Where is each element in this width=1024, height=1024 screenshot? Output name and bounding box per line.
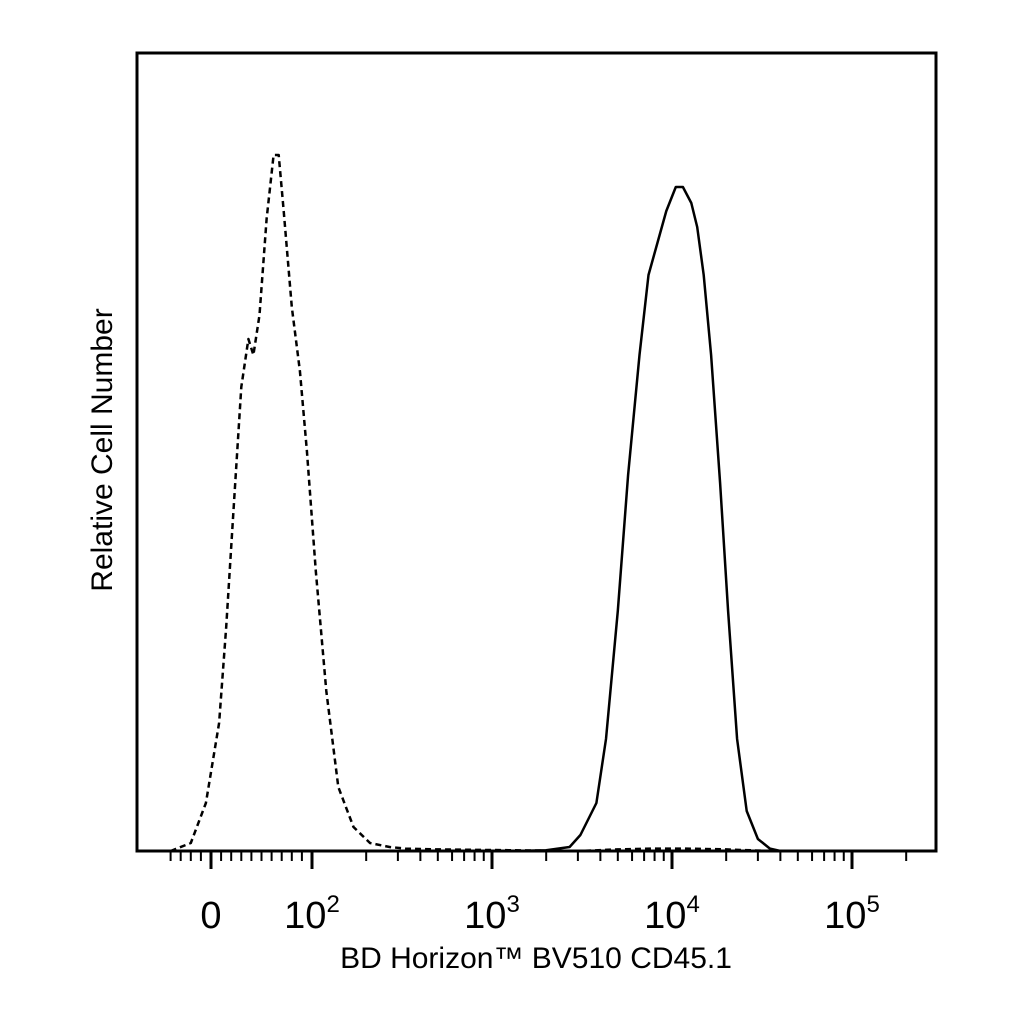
x-tick-label: 104 [644,891,700,937]
x-tick-label: 103 [464,891,520,937]
plot-frame [135,51,938,853]
y-axis-title: Relative Cell Number [86,308,119,591]
x-tick-label: 0 [200,895,221,937]
x-axis-ticks [169,851,908,869]
solid-histogram-line [512,185,781,853]
dashed-histogram-line [170,153,770,853]
x-tick-label: 105 [824,891,880,937]
x-tick-label: 102 [284,891,340,937]
x-tick-labels: 0 102 103 104 105 [200,891,879,937]
x-axis-title: BD Horizon™ BV510 CD45.1 [340,942,732,975]
series-layer [170,153,781,853]
